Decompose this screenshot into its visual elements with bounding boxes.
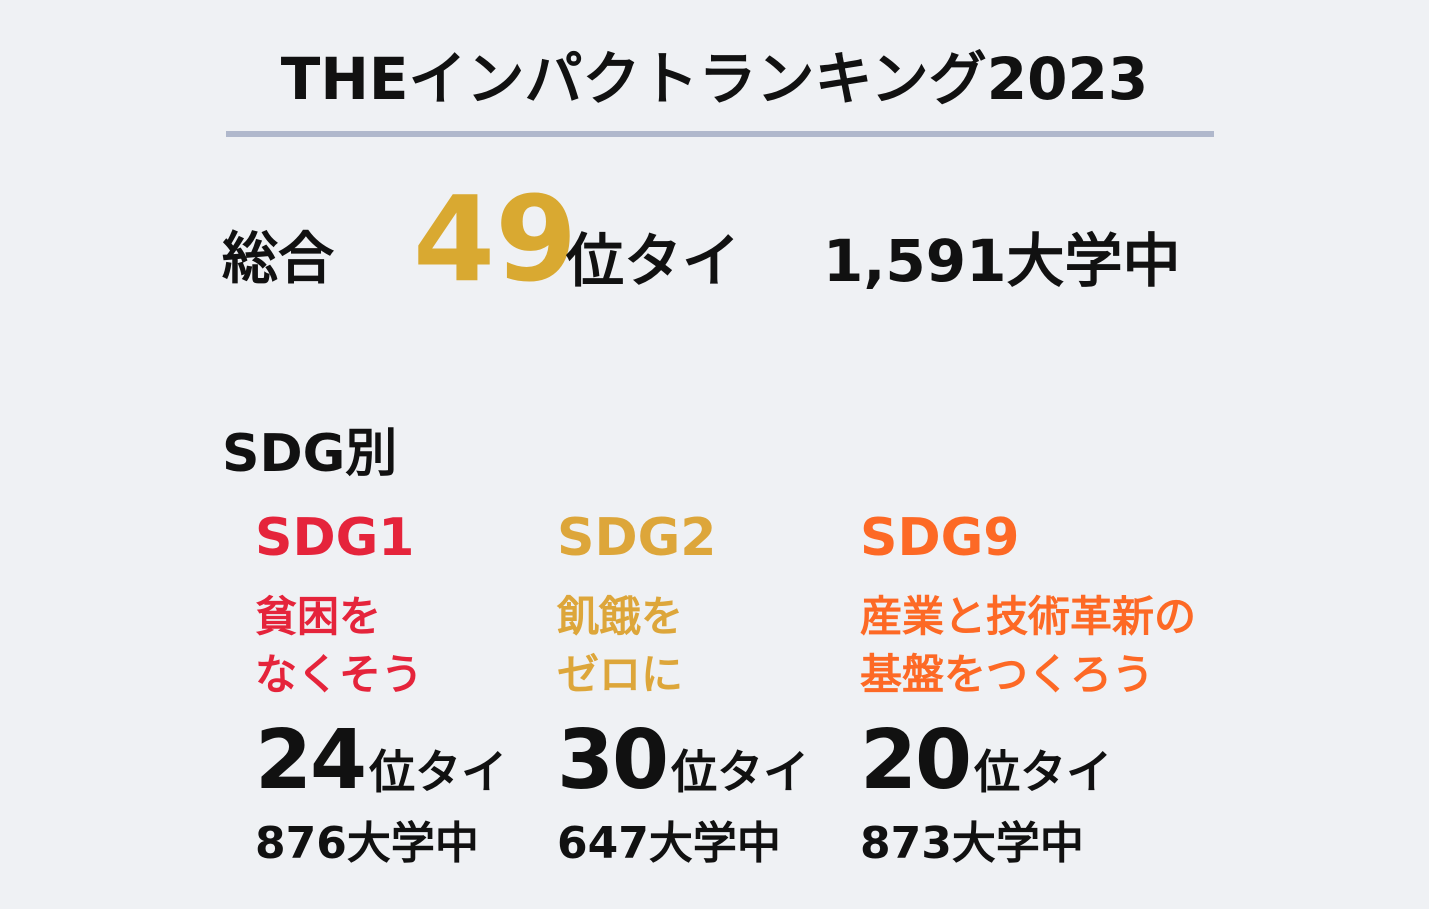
sdg-rank-row: 30 位タイ (557, 720, 809, 802)
sdg-goal-line: 飢餓を (557, 592, 684, 641)
title: THEインパクトランキング2023 (280, 45, 1149, 113)
sdg-rank-suffix: 位タイ (671, 745, 810, 799)
sdg-code: SDG9 (860, 508, 1020, 568)
sdg-rank-row: 20 位タイ (860, 720, 1112, 802)
sdg-goal-line: ゼロに (557, 650, 684, 699)
sdg-goal-line: なくそう (255, 650, 424, 699)
sdg-goal-line: 産業と技術革新の (860, 592, 1197, 641)
sdg-code: SDG1 (255, 508, 415, 568)
sdg-rank-suffix: 位タイ (369, 745, 508, 799)
sdg-heading: SDG別 (222, 424, 398, 484)
sdg-total: 647大学中 (557, 818, 781, 869)
title-underline (226, 131, 1214, 137)
sdg-rank-suffix: 位タイ (974, 745, 1113, 799)
sdg-goal-line: 基盤をつくろう (860, 650, 1155, 699)
overall-total: 1,591大学中 (823, 227, 1181, 295)
overall-rank-suffix: 位タイ (566, 227, 741, 295)
sdg-total: 873大学中 (860, 818, 1084, 869)
sdg-code: SDG2 (557, 508, 717, 568)
sdg-rank: 20 (860, 713, 972, 808)
sdg-goal-line: 貧困を (255, 592, 382, 641)
sdg-rank: 24 (255, 713, 367, 808)
overall-label: 総合 (222, 227, 334, 292)
overall-rank: 49 (413, 170, 578, 308)
sdg-total: 876大学中 (255, 818, 479, 869)
sdg-rank: 30 (557, 713, 669, 808)
sdg-rank-row: 24 位タイ (255, 720, 507, 802)
